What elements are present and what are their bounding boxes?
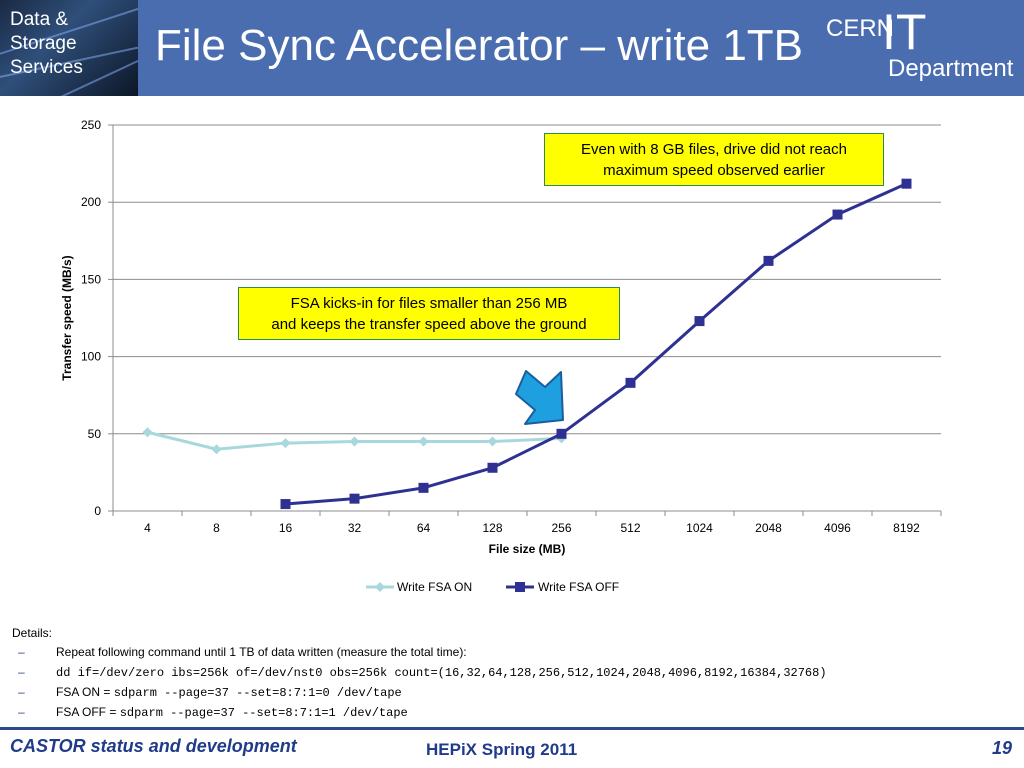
x-tick-label: 8192	[893, 521, 920, 535]
data-point-write-fsa-off	[487, 462, 498, 473]
legend-label-fsa-on: Write FSA ON	[397, 580, 472, 594]
data-point-write-fsa-off	[349, 493, 360, 504]
y-tick-label: 150	[81, 272, 101, 286]
details-item: – FSA ON = sdparm --page=37 --set=8:7:1=…	[12, 682, 1012, 702]
x-tick-label: 512	[620, 521, 640, 535]
x-tick-label: 64	[417, 521, 431, 535]
y-tick-label: 100	[81, 350, 101, 364]
footer-event: HEPiX Spring 2011	[426, 740, 578, 759]
x-tick-label: 32	[348, 521, 362, 535]
annotation-8gb-callout: Even with 8 GB files, drive did not reac…	[544, 133, 884, 186]
data-point-write-fsa-off	[694, 316, 705, 327]
logo-department-text: Department	[888, 55, 1014, 82]
data-point-write-fsa-on	[211, 444, 222, 455]
x-axis-label: File size (MB)	[489, 542, 566, 556]
details-title: Details:	[12, 626, 53, 640]
data-point-write-fsa-on	[280, 438, 291, 449]
y-tick-label: 250	[81, 118, 101, 132]
x-tick-label: 4	[144, 521, 151, 535]
dash-bullet-icon: –	[18, 705, 25, 719]
chart-axes: 0 50 100 150 200 250 4 8 16 32 64 128 256 512 1024 2048…	[81, 118, 942, 535]
details-item-code: dd if=/dev/zero ibs=256k of=/dev/nst0 ob…	[56, 666, 827, 680]
data-point-write-fsa-on	[349, 436, 360, 447]
details-item: – Repeat following command until 1 TB of…	[12, 642, 1012, 662]
data-point-write-fsa-on	[418, 436, 429, 447]
dash-bullet-icon: –	[18, 665, 25, 679]
details-item-text: FSA OFF =	[56, 705, 120, 719]
legend-label-fsa-off: Write FSA OFF	[538, 580, 619, 594]
data-point-write-fsa-off	[832, 209, 843, 220]
data-point-write-fsa-off	[280, 499, 291, 510]
pointer-arrow	[515, 370, 564, 425]
dash-bullet-icon: –	[18, 645, 25, 659]
line-chart: 0 50 100 150 200 250 4 8 16 32 64 128 256 512 1024 2048…	[60, 118, 942, 594]
x-tick-label: 4096	[824, 521, 851, 535]
grid-lines	[113, 124, 941, 435]
logo-it-text: IT	[882, 4, 927, 60]
chart-series	[142, 178, 912, 510]
page-number: 19	[992, 738, 1013, 758]
dash-bullet-icon: –	[18, 685, 25, 699]
dss-badge: Data & Storage Services	[0, 0, 138, 96]
y-tick-label: 0	[94, 504, 101, 518]
data-point-write-fsa-off	[901, 178, 912, 189]
details-item: – dd if=/dev/zero ibs=256k of=/dev/nst0 …	[12, 662, 1012, 682]
x-tick-label: 256	[551, 521, 571, 535]
x-tick-label: 2048	[755, 521, 782, 535]
y-tick-label: 50	[88, 427, 102, 441]
footer-talk-title: CASTOR status and development	[10, 736, 297, 756]
data-point-write-fsa-on	[142, 427, 153, 438]
details-item: – FSA OFF = sdparm --page=37 --set=8:7:1…	[12, 702, 1012, 722]
x-tick-label: 16	[279, 521, 293, 535]
data-point-write-fsa-off	[625, 377, 636, 388]
chart-legend: Write FSA ON Write FSA OFF	[366, 580, 619, 594]
x-tick-label: 8	[213, 521, 220, 535]
data-point-write-fsa-on	[487, 436, 498, 447]
details-item-text: Repeat following command until 1 TB of d…	[56, 645, 467, 659]
arrow-icon	[515, 370, 564, 425]
data-point-write-fsa-off	[556, 428, 567, 439]
x-tick-label: 1024	[686, 521, 713, 535]
legend-marker-fsa-on	[375, 582, 385, 592]
series-line-write-fsa-off	[285, 182, 908, 506]
y-axis-label: Transfer speed (MB/s)	[60, 255, 74, 380]
legend-marker-fsa-off	[515, 582, 525, 592]
footer-divider	[0, 727, 1024, 730]
details-item-code: sdparm --page=37 --set=8:7:1=1 /dev/tape	[119, 706, 408, 720]
details-section: Details: – Repeat following command unti…	[12, 624, 1012, 722]
details-item-text: FSA ON =	[56, 685, 114, 699]
data-point-write-fsa-off	[763, 255, 774, 266]
y-tick-label: 200	[81, 195, 101, 209]
slide-header: Data & Storage Services File Sync Accele…	[0, 0, 1024, 96]
annotation-fsa-text: FSA kicks-in for files smaller than 256 …	[271, 295, 587, 333]
data-point-write-fsa-off	[418, 482, 429, 493]
cern-it-logo: CERN IT Department	[826, 6, 1021, 88]
annotation-8gb-text: Even with 8 GB files, drive did not reac…	[581, 141, 847, 179]
logo-cern-text: CERN	[826, 15, 895, 42]
annotation-fsa-callout: FSA kicks-in for files smaller than 256 …	[238, 287, 620, 340]
dss-badge-label: Data & Storage Services	[10, 9, 83, 78]
details-item-code: sdparm --page=37 --set=8:7:1=0 /dev/tape	[113, 686, 402, 700]
x-tick-label: 128	[482, 521, 502, 535]
slide-title: File Sync Accelerator – write 1TB	[155, 21, 804, 70]
